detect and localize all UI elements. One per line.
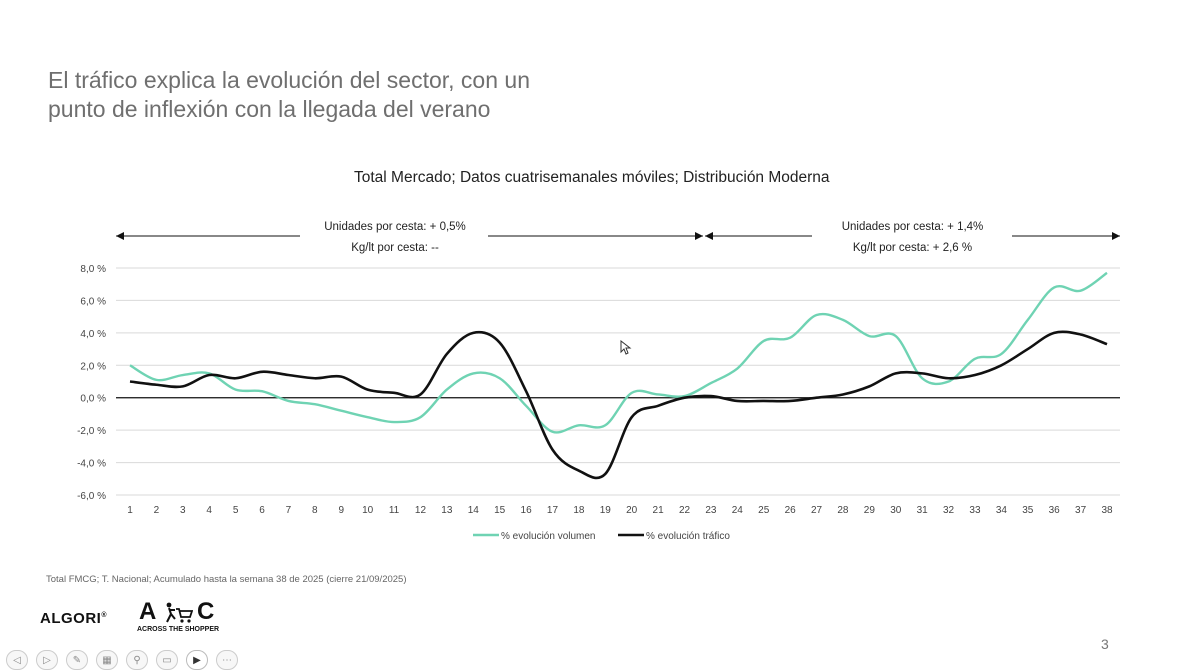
x-tick-label: 24 xyxy=(732,505,744,516)
x-tick-label: 31 xyxy=(917,505,929,516)
x-tick-label: 5 xyxy=(233,505,239,516)
annotation-left-kg: Kg/lt por cesta: -- xyxy=(351,242,439,254)
chart-title: Total Mercado; Datos cuatrisemanales móv… xyxy=(354,169,830,186)
period-arrow-left-a-head xyxy=(116,232,124,240)
x-tick-label: 14 xyxy=(468,505,480,516)
x-tick-label: 29 xyxy=(864,505,876,516)
subtitle-icon[interactable]: ▭ xyxy=(156,650,178,670)
x-tick-label: 13 xyxy=(441,505,453,516)
grid-icon[interactable]: ▦ xyxy=(96,650,118,670)
page-number: 3 xyxy=(1101,636,1109,652)
y-tick-label: 6,0 % xyxy=(80,296,106,307)
x-tick-label: 2 xyxy=(154,505,160,516)
period-arrow-right-b-head xyxy=(1112,232,1120,240)
x-tick-label: 37 xyxy=(1075,505,1087,516)
x-tick-label: 33 xyxy=(969,505,981,516)
x-tick-label: 36 xyxy=(1049,505,1061,516)
slide-title-line2: punto de inflexión con la llegada del ve… xyxy=(48,96,491,122)
y-tick-label: -6,0 % xyxy=(77,491,106,502)
x-tick-label: 34 xyxy=(996,505,1008,516)
y-tick-label: -4,0 % xyxy=(77,459,106,470)
x-tick-label: 9 xyxy=(338,505,344,516)
annotation-right-kg: Kg/lt por cesta: + 2,6 % xyxy=(852,242,973,254)
x-tick-label: 38 xyxy=(1101,505,1113,516)
slide-title-line1: El tráfico explica la evolución del sect… xyxy=(48,67,530,93)
series-line-volumen xyxy=(129,271,1108,434)
x-tick-label: 23 xyxy=(705,505,717,516)
ats-logo-letter-c: C xyxy=(197,598,215,625)
slide-title: El tráfico explica la evolución del sect… xyxy=(48,66,668,124)
y-tick-label: 4,0 % xyxy=(80,329,106,340)
x-tick-label: 11 xyxy=(389,505,400,516)
x-tick-label: 26 xyxy=(785,505,797,516)
prev-icon[interactable]: ◁ xyxy=(6,650,28,670)
mouse-cursor-icon xyxy=(620,340,632,355)
x-tick-label: 6 xyxy=(259,505,265,516)
period-arrow-right-a-head xyxy=(705,232,713,240)
x-tick-label: 12 xyxy=(415,505,427,516)
y-tick-label: 8,0 % xyxy=(80,264,106,275)
play-icon[interactable]: ▷ xyxy=(36,650,58,670)
ats-logo-letter-a: A xyxy=(139,598,157,625)
footnote: Total FMCG; T. Nacional; Acumulado hasta… xyxy=(46,574,407,585)
y-tick-label: 2,0 % xyxy=(80,361,106,372)
x-tick-label: 21 xyxy=(653,505,665,516)
zoom-icon[interactable]: ⚲ xyxy=(126,650,148,670)
pen-icon[interactable]: ✎ xyxy=(66,650,88,670)
annotation-left-units: Unidades por cesta: + 0,5% xyxy=(324,221,466,233)
annotation-right-units: Unidades por cesta: + 1,4% xyxy=(841,221,984,233)
y-tick-label: -2,0 % xyxy=(77,426,106,437)
x-tick-label: 28 xyxy=(837,505,849,516)
legend-label: % evolución volumen xyxy=(501,531,596,542)
shopper-cart-icon xyxy=(166,602,193,623)
x-tick-label: 1 xyxy=(127,505,133,516)
x-tick-label: 7 xyxy=(286,505,292,516)
period-arrow-left-b-head xyxy=(695,232,703,240)
x-tick-label: 10 xyxy=(362,505,374,516)
x-tick-label: 15 xyxy=(494,505,506,516)
algori-logo: ALGORI® xyxy=(40,610,108,627)
y-tick-label: 0,0 % xyxy=(80,394,106,405)
x-tick-label: 16 xyxy=(521,505,533,516)
x-tick-label: 3 xyxy=(180,505,186,516)
more-icon[interactable]: ⋯ xyxy=(216,650,238,670)
ats-logo-subtitle: ACROSS THE SHOPPER xyxy=(137,626,220,633)
x-tick-label: 20 xyxy=(626,505,638,516)
x-tick-label: 30 xyxy=(890,505,902,516)
x-tick-label: 8 xyxy=(312,505,318,516)
x-tick-label: 18 xyxy=(573,505,585,516)
x-tick-label: 17 xyxy=(547,505,559,516)
series-line-trafico xyxy=(129,330,1108,480)
presentation-toolbar: ◁ ▷ ✎ ▦ ⚲ ▭ ▶ ⋯ xyxy=(6,650,238,670)
across-the-shopper-logo: A C ACROSS THE SHOPPER xyxy=(137,598,219,638)
x-tick-label: 27 xyxy=(811,505,823,516)
x-tick-label: 25 xyxy=(758,505,770,516)
x-tick-label: 35 xyxy=(1022,505,1034,516)
algori-logo-text: ALGORI xyxy=(40,610,102,627)
x-tick-label: 32 xyxy=(943,505,955,516)
legend-label: % evolución tráfico xyxy=(646,531,730,542)
x-tick-label: 4 xyxy=(206,505,212,516)
x-tick-label: 22 xyxy=(679,505,691,516)
camera-icon[interactable]: ▶ xyxy=(186,650,208,670)
x-tick-label: 19 xyxy=(600,505,612,516)
